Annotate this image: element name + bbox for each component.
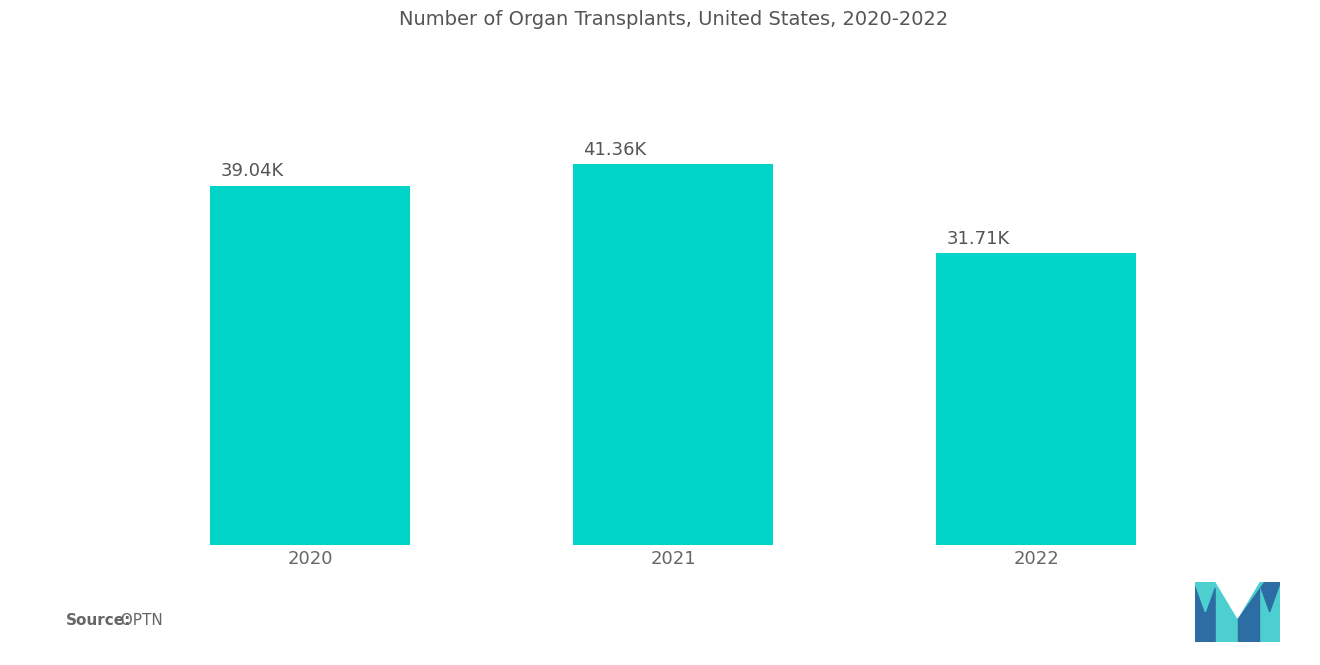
Polygon shape [1216,582,1238,642]
Text: 39.04K: 39.04K [220,162,284,180]
Polygon shape [1216,582,1259,618]
Polygon shape [1212,582,1263,618]
Polygon shape [1195,582,1216,612]
Polygon shape [1259,582,1280,612]
Text: 41.36K: 41.36K [583,141,647,159]
Bar [936,253,1137,545]
Text: Source:: Source: [66,613,132,628]
Bar [210,186,411,545]
Polygon shape [1195,582,1216,642]
Polygon shape [1259,582,1280,642]
Title: Number of Organ Transplants, United States, 2020-2022: Number of Organ Transplants, United Stat… [399,10,948,29]
Polygon shape [1238,582,1259,642]
Text: OPTN: OPTN [111,613,162,628]
Bar [573,164,774,545]
Text: 31.71K: 31.71K [946,230,1010,248]
